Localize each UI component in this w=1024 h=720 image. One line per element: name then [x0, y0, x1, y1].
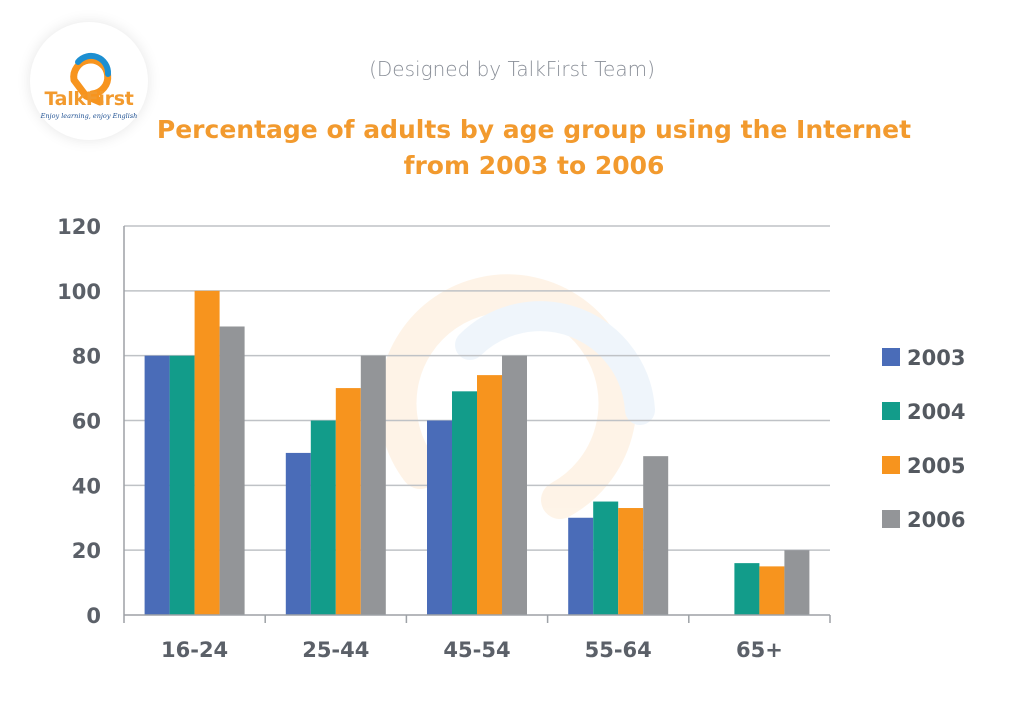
bar-25-44-2006 — [360, 355, 386, 615]
x-tick-label: 45-54 — [443, 638, 510, 662]
bar-45-54-2006 — [502, 355, 527, 615]
logo-name: TalkFirst — [44, 88, 134, 110]
bar-45-54-2004 — [452, 391, 477, 615]
bar-65+-2005 — [759, 566, 785, 615]
bar-25-44-2003 — [285, 452, 311, 615]
legend-label-2006: 2006 — [907, 508, 965, 532]
axes — [123, 226, 831, 623]
y-tick-label: 20 — [72, 539, 101, 563]
bar-55-64-2005 — [618, 508, 644, 615]
y-axis-ticks: 0 20 40 60 80 100 120 — [57, 215, 101, 628]
bar-16-24-2005 — [194, 290, 220, 615]
legend-swatch-2005 — [882, 456, 900, 474]
bar-25-44-2005 — [335, 388, 361, 615]
legend-swatch-2004 — [882, 402, 900, 420]
chart-title: Percentage of adults by age group using … — [156, 115, 912, 180]
x-tick-label: 25-44 — [302, 638, 369, 662]
talkfirst-logo: TalkFirst Enjoy learning, enjoy English — [30, 22, 148, 140]
bar-25-44-2004 — [310, 420, 336, 615]
bar-16-24-2004 — [169, 355, 195, 615]
x-tick-label: 16-24 — [161, 638, 228, 662]
legend: 2003 2004 2005 2006 — [882, 346, 965, 532]
y-tick-label: 120 — [57, 215, 101, 239]
bar-65+-2004 — [734, 563, 760, 615]
bar-45-54-2005 — [477, 375, 502, 615]
bar-55-64-2006 — [643, 456, 669, 615]
legend-label-2003: 2003 — [907, 346, 965, 370]
watermark-logo — [378, 274, 655, 519]
legend-label-2004: 2004 — [907, 400, 965, 424]
bars — [144, 290, 810, 615]
y-tick-label: 60 — [72, 410, 101, 434]
legend-label-2005: 2005 — [907, 454, 965, 478]
bar-55-64-2003 — [568, 517, 594, 615]
y-tick-label: 80 — [72, 345, 101, 369]
y-tick-label: 100 — [57, 280, 101, 304]
legend-swatch-2003 — [882, 348, 900, 366]
x-tick-label: 65+ — [736, 638, 783, 662]
bar-16-24-2003 — [144, 355, 170, 615]
bar-16-24-2006 — [219, 326, 245, 615]
x-axis-ticks: 16-24 25-44 45-54 55-64 65+ — [161, 638, 783, 662]
logo-tagline: Enjoy learning, enjoy English — [40, 112, 138, 120]
y-tick-label: 0 — [86, 604, 101, 628]
legend-swatch-2006 — [882, 510, 900, 528]
speech-bubble-icon — [70, 52, 112, 106]
designer-credit: (Designed by TalkFirst Team) — [369, 57, 655, 81]
y-tick-label: 40 — [72, 474, 101, 498]
bar-45-54-2003 — [427, 420, 452, 615]
bar-55-64-2004 — [593, 501, 619, 615]
x-tick-label: 55-64 — [585, 638, 652, 662]
bar-65+-2006 — [784, 550, 810, 615]
